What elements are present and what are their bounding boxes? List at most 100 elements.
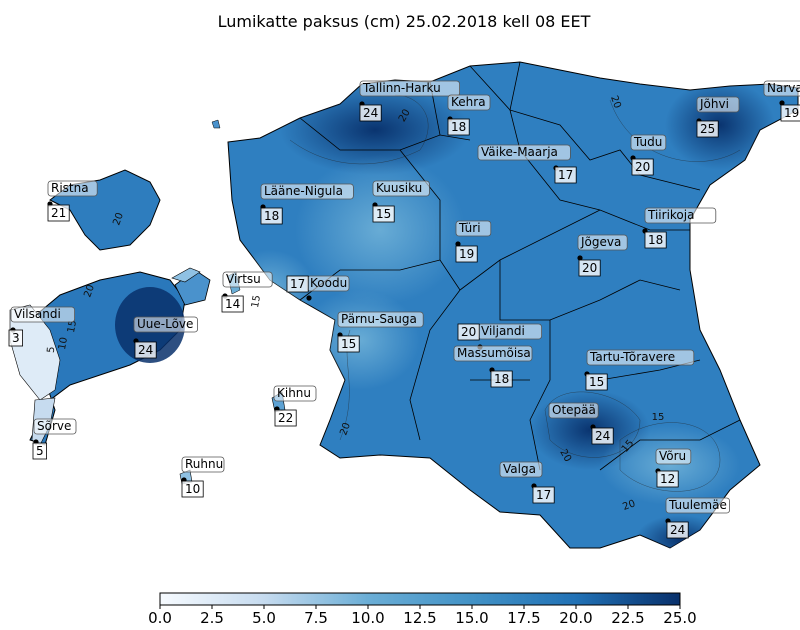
station-value: 20 bbox=[582, 261, 597, 275]
station-name: Pärnu-Sauga bbox=[341, 312, 417, 326]
station-value: 24 bbox=[670, 523, 685, 537]
station-value: 3 bbox=[12, 331, 20, 345]
station-value: 12 bbox=[660, 472, 675, 486]
station-value: 24 bbox=[363, 106, 378, 120]
contour-label: 15 bbox=[250, 294, 263, 308]
station-kuusiku: Kuusiku 15 bbox=[372, 180, 430, 223]
colorbar-tick-label: 15.0 bbox=[455, 609, 488, 627]
station-value: 15 bbox=[341, 337, 356, 351]
contour-label: 15 bbox=[66, 319, 79, 333]
station-name: Lääne-Nigula bbox=[264, 184, 343, 198]
station-jõhvi: Jõhvi 25 bbox=[696, 96, 740, 138]
station-name: Tartu-Tõravere bbox=[589, 350, 675, 364]
colorbar-tick-label: 12.5 bbox=[403, 609, 436, 627]
station-uue-lõve: Uue-Lõve 24 bbox=[133, 316, 198, 359]
station-value: 10 bbox=[185, 482, 200, 496]
station-name: Massumõisa bbox=[457, 346, 531, 360]
station-name: Virtsu bbox=[226, 272, 261, 286]
station-value: 18 bbox=[264, 209, 279, 223]
station-name: Narva bbox=[767, 81, 800, 95]
station-ristna: Ristna 21 bbox=[47, 180, 98, 222]
station-name: Tallinn-Harku bbox=[362, 81, 441, 95]
mainland bbox=[227, 61, 799, 549]
station-pärnu-sauga: Pärnu-Sauga 15 bbox=[337, 311, 424, 353]
colorbar: 0.0 2.5 5.0 7.5 10.0 12.5 15.0 17.5 20.0 22.5 25.0 bbox=[148, 592, 697, 627]
station-markers: Tallinn-Harku24Kehra18Väike-Maarja17Jõhv… bbox=[8, 80, 800, 539]
station-name: Ruhnu bbox=[185, 457, 223, 471]
station-kihnu: Kihnu 22 bbox=[273, 385, 317, 427]
station-value: 18 bbox=[648, 233, 663, 247]
station-narva: Narva 19 bbox=[763, 80, 800, 122]
station-name: Vilsandi bbox=[14, 307, 61, 321]
station-name: Koodu bbox=[310, 276, 347, 290]
station-value: 17 bbox=[536, 488, 551, 502]
station-name: Kuusiku bbox=[376, 181, 422, 195]
station-name: Sõrve bbox=[37, 419, 71, 433]
station-vilsandi: Vilsandi 3 bbox=[8, 306, 75, 347]
station-value: 17 bbox=[558, 168, 573, 182]
station-tallinn-harku: Tallinn-Harku 24 bbox=[359, 80, 460, 122]
contour-label: 20 bbox=[111, 211, 126, 227]
contour-label: 20 bbox=[82, 283, 97, 299]
station-value: 19 bbox=[784, 106, 799, 120]
station-kehra: Kehra 18 bbox=[447, 94, 491, 136]
station-name: Jõhvi bbox=[699, 97, 729, 111]
colorbar-tick-label: 5.0 bbox=[252, 609, 276, 627]
station-value: 17 bbox=[290, 277, 305, 291]
station-tiirikoja: Tiirikoja 18 bbox=[642, 207, 717, 249]
station-value: 18 bbox=[494, 372, 509, 386]
contour-label: 20 bbox=[338, 421, 353, 437]
colorbar-tick-label: 7.5 bbox=[304, 609, 328, 627]
colorbar-tick-label: 22.5 bbox=[611, 609, 644, 627]
station-value: 21 bbox=[51, 206, 66, 220]
station-türi: Türi 19 bbox=[455, 220, 492, 263]
colorbar-tick-label: 20.0 bbox=[559, 609, 592, 627]
station-dot bbox=[779, 100, 785, 106]
station-value: 15 bbox=[589, 375, 604, 389]
colorbar-ramp bbox=[159, 592, 681, 606]
station-name: Kihnu bbox=[277, 386, 311, 400]
station-name: Otepää bbox=[552, 403, 596, 417]
station-value: 5 bbox=[36, 444, 44, 458]
station-dot bbox=[306, 295, 312, 301]
station-value: 25 bbox=[700, 122, 715, 136]
map-title: Lumikatte paksus (cm) 25.02.2018 kell 08… bbox=[218, 12, 591, 31]
station-ruhnu: Ruhnu 10 bbox=[181, 456, 225, 498]
station-name: Tuulemäe bbox=[668, 498, 727, 512]
contour-label: 5 bbox=[46, 346, 58, 353]
station-name: Viljandi bbox=[481, 324, 525, 338]
station-võru: Võru 12 bbox=[655, 448, 692, 488]
station-value: 19 bbox=[459, 247, 474, 261]
colorbar-tick-label: 17.5 bbox=[507, 609, 540, 627]
colorbar-tick-label: 0.0 bbox=[148, 609, 172, 627]
contour-label: 10 bbox=[57, 336, 70, 350]
station-name: Ristna bbox=[51, 181, 89, 195]
colorbar-tick-label: 10.0 bbox=[351, 609, 384, 627]
station-jõgeva: Jõgeva 20 bbox=[577, 234, 628, 277]
station-virtsu: Virtsu 14 bbox=[221, 271, 273, 313]
station-massumõisa: Massumõisa 18 bbox=[453, 345, 533, 388]
colorbar-tick-label: 25.0 bbox=[663, 609, 696, 627]
station-tudu: Tudu 20 bbox=[630, 134, 667, 176]
station-value: 22 bbox=[278, 411, 293, 425]
station-lääne-nigula: Lääne-Nigula 18 bbox=[260, 183, 354, 225]
station-tuulemäe: Tuulemäe 24 bbox=[665, 497, 730, 539]
station-tartu-tõravere: Tartu-Tõravere 15 bbox=[584, 349, 695, 391]
station-value: 24 bbox=[138, 343, 153, 357]
station-value: 14 bbox=[225, 297, 240, 311]
station-name: Tiirikoja bbox=[647, 208, 694, 222]
contour-label: 20 bbox=[608, 94, 623, 110]
station-name: Väike-Maarja bbox=[481, 145, 558, 159]
station-dot bbox=[455, 241, 461, 247]
station-name: Kehra bbox=[451, 95, 486, 109]
station-name: Türi bbox=[458, 221, 481, 235]
station-value: 20 bbox=[461, 325, 476, 339]
colorbar-tick-label: 2.5 bbox=[200, 609, 224, 627]
station-dot bbox=[577, 255, 583, 261]
station-sõrve: Sõrve 5 bbox=[32, 418, 77, 460]
station-koodu: Koodu 17 bbox=[286, 275, 350, 301]
